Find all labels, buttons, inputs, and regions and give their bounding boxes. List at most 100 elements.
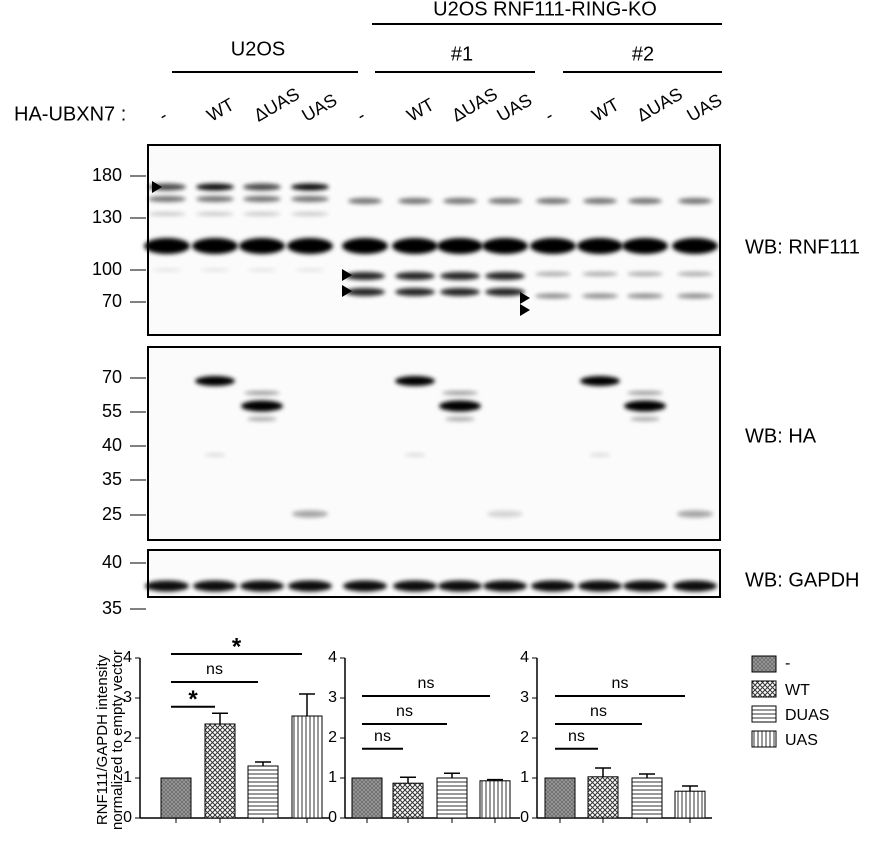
- band: [148, 196, 186, 202]
- band: [678, 198, 712, 204]
- band: [535, 293, 571, 299]
- error-bar: [255, 761, 271, 766]
- significance-label: ns: [612, 675, 629, 692]
- band: [589, 453, 611, 457]
- group-label: U2OS RNF111-RING-KO: [433, 0, 657, 20]
- legend-swatch: [751, 680, 777, 698]
- blot-panel: [147, 549, 721, 598]
- bar: [351, 777, 383, 819]
- band: [577, 238, 623, 254]
- legend-label: UAS: [785, 732, 818, 749]
- lanes-label: HA-UBXN7 :: [14, 103, 126, 125]
- lane-label: WT: [403, 94, 437, 125]
- band: [345, 288, 385, 296]
- y-tick-label: 0: [123, 809, 132, 826]
- y-tick-label: 4: [328, 649, 337, 666]
- error-bar: [639, 773, 655, 778]
- mw-marker: 55: [102, 401, 122, 421]
- arrowhead: [152, 181, 162, 193]
- error-bar: [212, 712, 228, 724]
- y-tick-label: 1: [520, 769, 529, 786]
- y-tick-label: 2: [123, 729, 132, 746]
- band: [247, 417, 277, 421]
- band: [398, 198, 432, 204]
- arrowhead: [342, 269, 352, 281]
- mw-marker: 130: [92, 207, 122, 227]
- band: [395, 288, 435, 296]
- band: [243, 212, 281, 216]
- y-axis-label: normalized to empty vector: [109, 650, 126, 830]
- wb-label: WB: RNF111: [745, 236, 860, 258]
- band: [291, 212, 329, 216]
- band: [244, 391, 280, 395]
- band: [443, 198, 477, 204]
- band: [677, 293, 713, 299]
- band: [348, 198, 382, 204]
- band: [287, 238, 333, 254]
- band: [624, 400, 666, 412]
- bar: [631, 777, 663, 819]
- y-tick-label: 0: [328, 809, 337, 826]
- mw-marker: 35: [102, 469, 122, 489]
- error-bar: [682, 785, 698, 792]
- significance-label: ns: [396, 703, 413, 720]
- band: [530, 238, 576, 254]
- band: [440, 272, 480, 280]
- group-label: U2OS: [231, 38, 285, 60]
- band: [582, 293, 618, 299]
- error-bar: [487, 778, 503, 781]
- band: [192, 238, 238, 254]
- band: [240, 580, 284, 592]
- band: [442, 391, 478, 395]
- band: [239, 238, 285, 254]
- y-tick-label: 2: [328, 729, 337, 746]
- band: [196, 183, 234, 191]
- band: [395, 272, 435, 280]
- band: [623, 580, 667, 592]
- band: [247, 268, 277, 272]
- band: [342, 238, 388, 254]
- band: [288, 580, 332, 592]
- error-bar: [299, 693, 315, 716]
- band: [677, 510, 713, 518]
- lane-label: WT: [588, 94, 622, 125]
- legend-label: DUAS: [785, 707, 829, 724]
- band: [677, 272, 713, 276]
- band: [295, 268, 325, 272]
- band: [583, 198, 617, 204]
- lane-label: -: [353, 105, 368, 125]
- band: [200, 268, 230, 272]
- y-tick-label: 3: [328, 689, 337, 706]
- band: [438, 580, 482, 592]
- blot-panel: [147, 346, 721, 541]
- band: [482, 238, 528, 254]
- band: [535, 272, 571, 276]
- band: [672, 238, 718, 254]
- error-bar: [444, 772, 460, 778]
- bar: [587, 776, 619, 819]
- y-tick-label: 4: [520, 649, 529, 666]
- mw-marker: 25: [102, 504, 122, 524]
- y-axis-label: RNF111/GAPDH intensity: [94, 654, 111, 825]
- lane-label: WT: [203, 94, 237, 125]
- lane-label: UAS: [493, 90, 535, 126]
- lane-label: ΔUAS: [250, 84, 302, 126]
- significance-label: *: [232, 633, 242, 660]
- legend-swatch: [751, 705, 777, 723]
- band: [291, 196, 329, 202]
- significance-label: ns: [568, 728, 585, 745]
- band: [580, 376, 620, 386]
- band: [536, 198, 570, 204]
- band: [578, 580, 622, 592]
- bar: [479, 780, 511, 819]
- mw-marker: 40: [102, 435, 122, 455]
- band: [345, 272, 385, 280]
- significance-label: ns: [206, 661, 223, 678]
- lane-label: UAS: [298, 90, 340, 126]
- mw-marker: 40: [102, 552, 122, 572]
- band: [485, 272, 525, 280]
- bar: [247, 765, 279, 819]
